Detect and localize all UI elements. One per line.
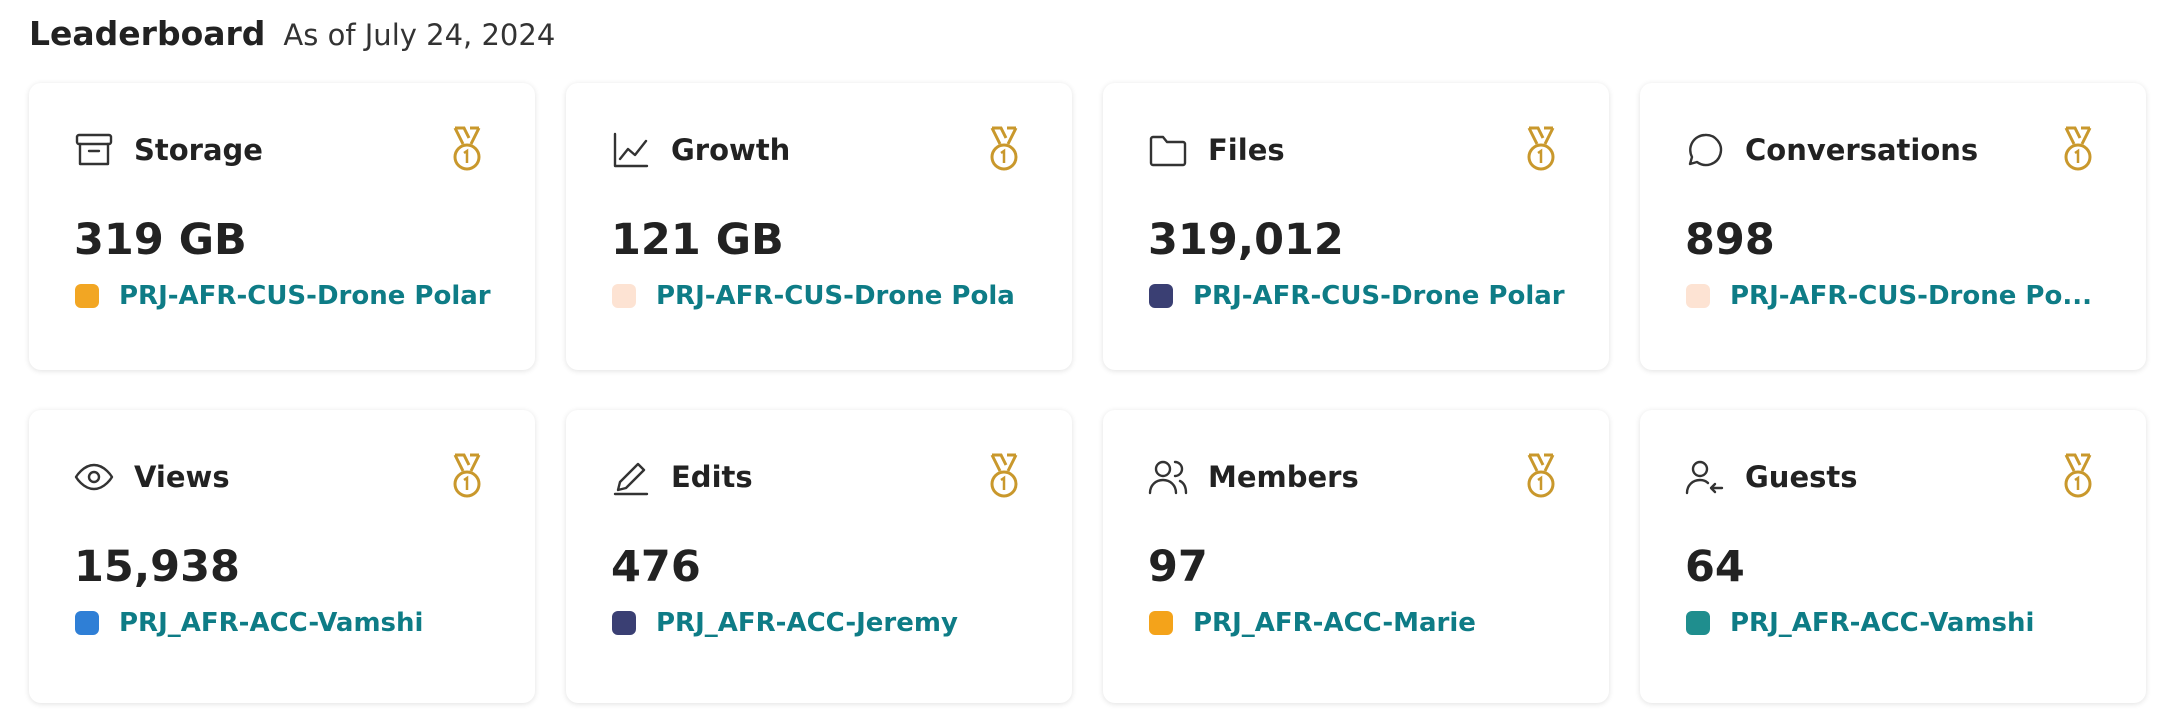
avatar [1686, 611, 1710, 635]
medal-icon [2064, 453, 2092, 498]
icon [74, 463, 114, 491]
icon [75, 133, 113, 166]
card: Views 15,938 PRJ_AFR-ACC-Vamshi [29, 410, 535, 703]
avatar [612, 611, 636, 635]
card-value: 15,938 [74, 542, 240, 592]
project-avatar [1684, 609, 1712, 637]
card-value: 898 [1685, 215, 1775, 265]
medal [984, 453, 1024, 499]
card-label: Edits [671, 460, 753, 494]
project-link[interactable]: PRJ-AFR-CUS-Drone Pola [610, 281, 1015, 311]
title: Leaderboard [29, 14, 266, 53]
card-icon [610, 456, 652, 498]
card-icon [1147, 129, 1189, 171]
medal [1521, 126, 1561, 172]
medal-icon [2064, 126, 2092, 171]
medal [447, 453, 487, 499]
project-link[interactable]: PRJ_AFR-ACC-Jeremy [610, 608, 958, 638]
card-icon [73, 129, 115, 171]
avatar [1686, 284, 1710, 308]
project-avatar [1684, 282, 1712, 310]
project-name[interactable]: PRJ_AFR-ACC-Marie [1193, 608, 1476, 638]
card-label: Growth [671, 133, 791, 167]
medal [1521, 453, 1561, 499]
icon [613, 462, 649, 496]
project-name[interactable]: PRJ-AFR-CUS-Drone Polar [1193, 281, 1565, 311]
project-avatar [1147, 609, 1175, 637]
card: Conversations 898 PRJ-AFR-CUS-Drone Po... [1640, 83, 2146, 370]
card-label: Members [1208, 460, 1359, 494]
project-avatar [1147, 282, 1175, 310]
card-value: 97 [1148, 542, 1208, 592]
card-value: 319 GB [74, 215, 247, 265]
card-label: Guests [1745, 460, 1858, 494]
card-value: 476 [611, 542, 701, 592]
project-link[interactable]: PRJ_AFR-ACC-Marie [1147, 608, 1476, 638]
card-label: Views [134, 460, 230, 494]
medal [984, 126, 1024, 172]
icon [613, 132, 649, 168]
icon [1149, 135, 1187, 167]
project-link[interactable]: PRJ-AFR-CUS-Drone Polar [1147, 281, 1565, 311]
project-avatar [73, 609, 101, 637]
medal [2058, 126, 2098, 172]
card: Storage 319 GB PRJ-AFR-CUS-Drone Polar [29, 83, 535, 370]
avatar [75, 284, 99, 308]
avatar [612, 284, 636, 308]
project-name[interactable]: PRJ-AFR-CUS-Drone Po... [1730, 281, 2092, 311]
icon [1148, 460, 1188, 495]
medal-icon [1527, 453, 1555, 498]
project-name[interactable]: PRJ_AFR-ACC-Vamshi [1730, 608, 2035, 638]
project-link[interactable]: PRJ_AFR-ACC-Vamshi [73, 608, 423, 638]
card-icon [610, 129, 652, 171]
card-value: 64 [1685, 542, 1745, 592]
card-label: Storage [134, 133, 263, 167]
project-avatar [610, 282, 638, 310]
card: Guests 64 PRJ_AFR-ACC-Vamshi [1640, 410, 2146, 703]
medal-icon [1527, 126, 1555, 171]
card-grid: Storage 319 GB PRJ-AFR-CUS-Drone Polar Grow… [29, 83, 2146, 703]
icon [1685, 460, 1724, 495]
medal [447, 126, 487, 172]
card: Edits 476 PRJ_AFR-ACC-Jeremy [566, 410, 1072, 703]
card-label: Files [1208, 133, 1285, 167]
card-value: 121 GB [611, 215, 784, 265]
project-name[interactable]: PRJ_AFR-ACC-Jeremy [656, 608, 958, 638]
card-label: Conversations [1745, 133, 1979, 167]
card-icon [73, 456, 115, 498]
medal-icon [453, 453, 481, 498]
subtitle: As of July 24, 2024 [283, 18, 556, 52]
project-name[interactable]: PRJ_AFR-ACC-Vamshi [119, 608, 424, 638]
project-avatar [610, 609, 638, 637]
avatar [1149, 611, 1173, 635]
project-name[interactable]: PRJ-AFR-CUS-Drone Polar [119, 281, 491, 311]
medal-icon [990, 453, 1018, 498]
card-value: 319,012 [1148, 215, 1344, 265]
card-icon [1147, 456, 1189, 498]
card-icon [1684, 456, 1726, 498]
project-avatar [73, 282, 101, 310]
medal [2058, 453, 2098, 499]
card: Files 319,012 PRJ-AFR-CUS-Drone Polar [1103, 83, 1609, 370]
card-icon [1684, 129, 1726, 171]
card: Members 97 PRJ_AFR-ACC-Marie [1103, 410, 1609, 703]
header: Leaderboard As of July 24, 2024 [29, 14, 555, 53]
icon [1688, 133, 1723, 167]
medal-icon [453, 126, 481, 171]
medal-icon [990, 126, 1018, 171]
project-name[interactable]: PRJ-AFR-CUS-Drone Pola [656, 281, 1015, 311]
project-link[interactable]: PRJ-AFR-CUS-Drone Polar [73, 281, 491, 311]
card: Growth 121 GB PRJ-AFR-CUS-Drone Pola [566, 83, 1072, 370]
avatar [75, 611, 99, 635]
project-link[interactable]: PRJ_AFR-ACC-Vamshi [1684, 608, 2034, 638]
avatar [1149, 284, 1173, 308]
project-link[interactable]: PRJ-AFR-CUS-Drone Po... [1684, 281, 2092, 311]
